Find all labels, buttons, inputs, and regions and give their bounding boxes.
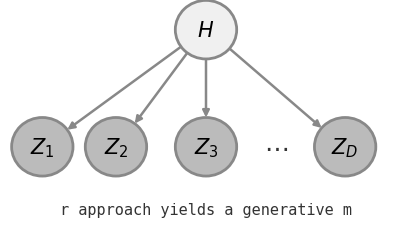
Text: $Z_D$: $Z_D$ — [332, 135, 359, 159]
Ellipse shape — [314, 118, 376, 176]
Text: $Z_2$: $Z_2$ — [104, 135, 128, 159]
Text: $\cdots$: $\cdots$ — [264, 135, 288, 159]
Ellipse shape — [176, 118, 236, 176]
Ellipse shape — [12, 118, 73, 176]
Ellipse shape — [176, 1, 236, 60]
Ellipse shape — [85, 118, 147, 176]
Text: $Z_3$: $Z_3$ — [194, 135, 218, 159]
Text: $Z_1$: $Z_1$ — [30, 135, 55, 159]
Text: $H$: $H$ — [197, 21, 215, 40]
Text: r approach yields a generative m: r approach yields a generative m — [60, 202, 352, 217]
